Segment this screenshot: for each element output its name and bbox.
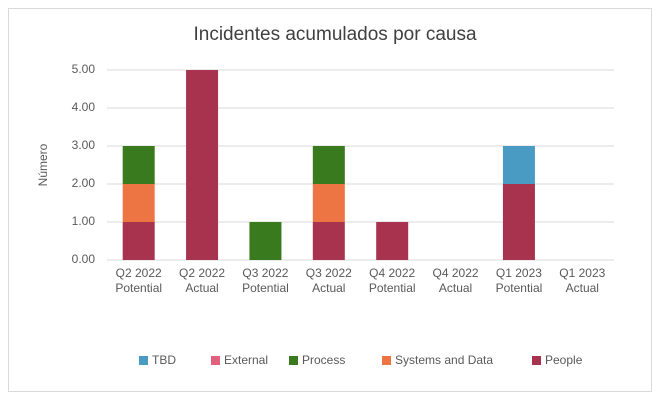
bar-segment: [249, 222, 282, 260]
chart-title: Incidentes acumulados por causa: [193, 24, 476, 45]
x-tick-label: Q2 2022: [116, 266, 162, 280]
x-tick-label: Potential: [369, 281, 416, 295]
legend-label: TBD: [152, 353, 176, 367]
x-tick-label: Potential: [242, 281, 289, 295]
x-tick-label: Q3 2022: [242, 266, 288, 280]
legend-label: Systems and Data: [395, 353, 493, 367]
bar-segment: [312, 184, 345, 222]
legend-swatch: [382, 356, 391, 365]
legend-swatch: [532, 356, 541, 365]
x-tick-label: Q3 2022: [306, 266, 352, 280]
y-tick-label: 4.00: [72, 100, 96, 114]
x-tick-label: Q4 2022: [369, 266, 415, 280]
legend-label: Process: [302, 353, 345, 367]
bar-segment: [502, 184, 535, 260]
bar-segment: [122, 222, 155, 260]
bar-segment: [376, 222, 409, 260]
x-tick-label: Actual: [566, 281, 599, 295]
x-tick-label: Potential: [115, 281, 162, 295]
bar-segment: [122, 184, 155, 222]
bar-segment: [312, 222, 345, 260]
y-tick-label: 0.00: [72, 252, 96, 266]
x-tick-label: Q1 2023: [496, 266, 542, 280]
bar-segment: [122, 146, 155, 184]
legend-swatch: [211, 356, 220, 365]
x-tick-label: Actual: [312, 281, 345, 295]
x-tick-label: Q2 2022: [179, 266, 225, 280]
y-axis-label: Número: [36, 143, 50, 186]
y-tick-label: 3.00: [72, 138, 96, 152]
x-tick-label: Potential: [496, 281, 543, 295]
x-tick-label: Q4 2022: [433, 266, 479, 280]
bar-segment: [312, 146, 345, 184]
y-tick-label: 1.00: [72, 214, 96, 228]
bar-segment: [186, 70, 219, 260]
y-tick-label: 5.00: [72, 62, 96, 76]
x-tick-label: Actual: [439, 281, 472, 295]
bar-segment: [502, 146, 535, 184]
legend-swatch: [289, 356, 298, 365]
legend-label: External: [224, 353, 268, 367]
legend-swatch: [139, 356, 148, 365]
x-tick-label: Q1 2023: [559, 266, 605, 280]
legend-label: People: [545, 353, 583, 367]
x-tick-label: Actual: [185, 281, 218, 295]
y-tick-label: 2.00: [72, 176, 96, 190]
